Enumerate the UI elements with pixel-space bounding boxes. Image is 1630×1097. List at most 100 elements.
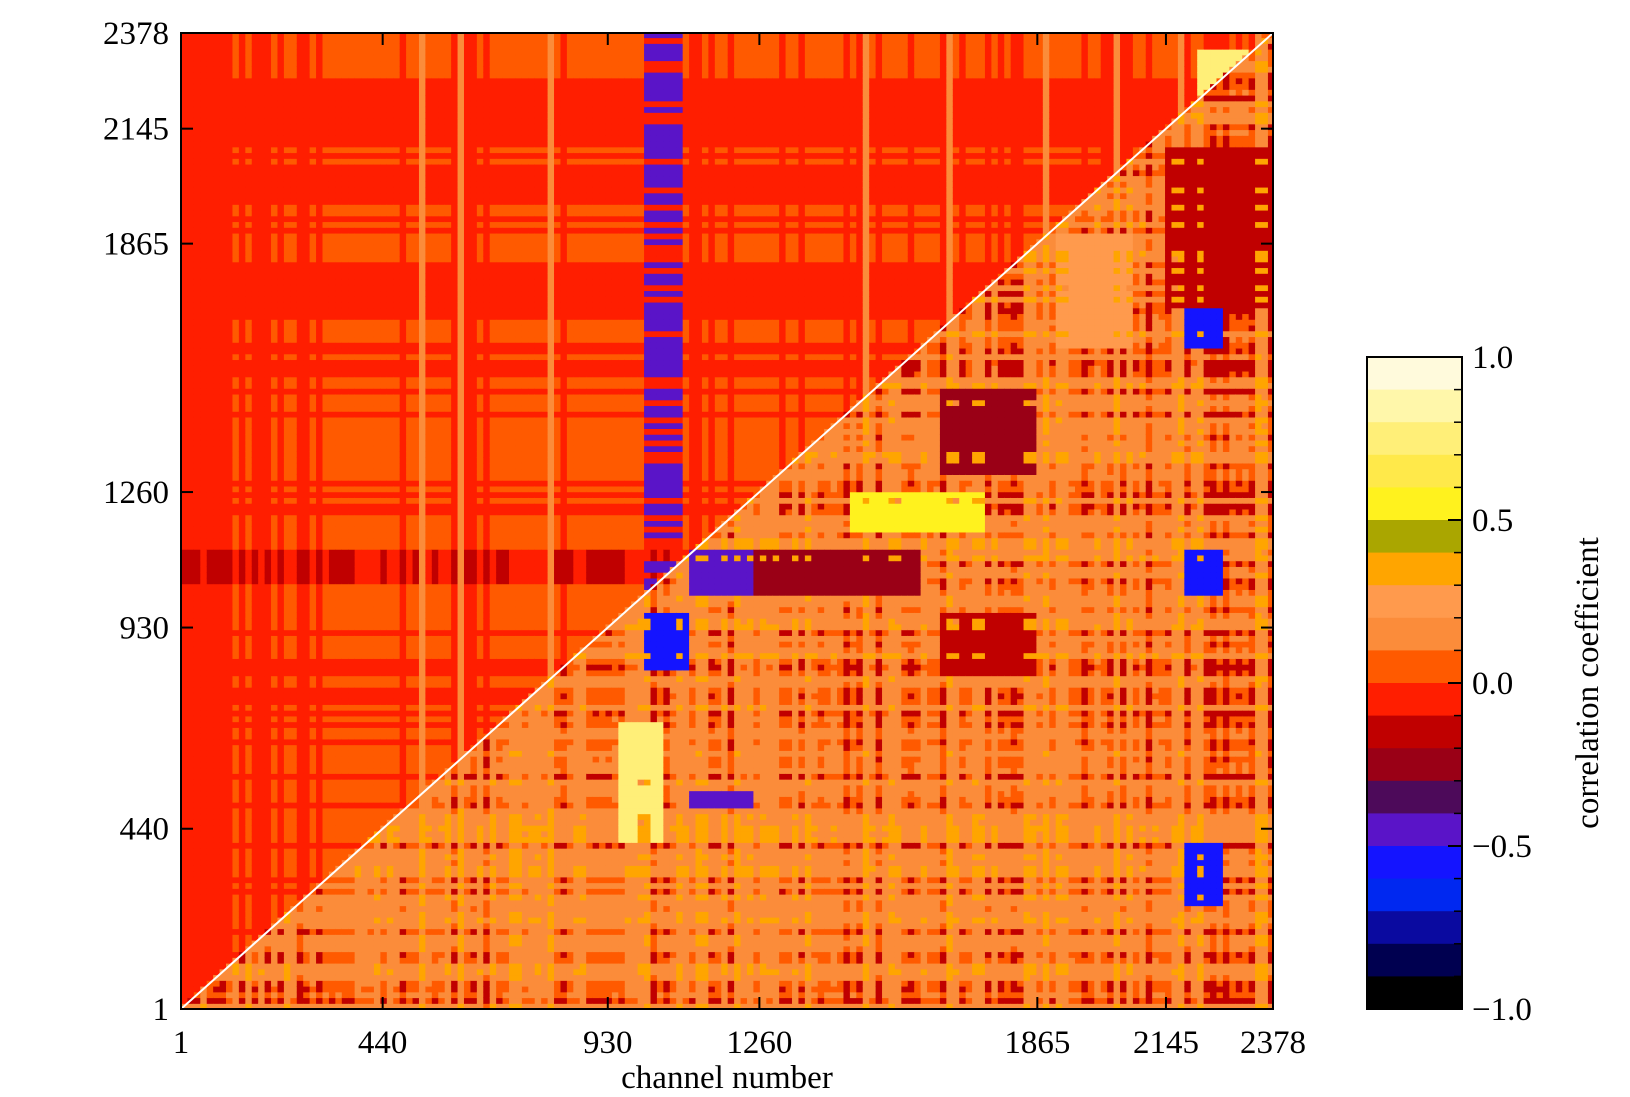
heatmap-cell (297, 509, 304, 515)
heatmap-cell (348, 986, 355, 992)
heatmap-cell (316, 84, 323, 90)
heatmap-cell (265, 917, 272, 923)
heatmap-cell (290, 952, 297, 958)
heatmap-cell (194, 423, 201, 429)
heatmap-cell (303, 428, 310, 434)
heatmap-cell (277, 141, 284, 147)
heatmap-cell (187, 647, 194, 653)
heatmap-cell (316, 267, 323, 273)
heatmap-cell (232, 998, 239, 1004)
heatmap-cell (213, 693, 220, 699)
heatmap-cell (258, 112, 265, 118)
heatmap-cell (271, 285, 278, 291)
heatmap-cell (271, 894, 278, 900)
heatmap-cell (316, 676, 323, 682)
heatmap-cell (252, 722, 259, 728)
heatmap-cell (194, 164, 201, 170)
heatmap-cell (297, 129, 304, 135)
heatmap-cell (239, 837, 246, 843)
heatmap-cell (187, 377, 194, 383)
heatmap-cell (239, 331, 246, 337)
heatmap-cell (213, 43, 220, 49)
heatmap-cell (258, 739, 265, 745)
heatmap-cell (252, 756, 259, 762)
heatmap-cell (213, 578, 220, 584)
heatmap-cell (265, 676, 272, 682)
heatmap-cell (232, 204, 239, 210)
heatmap-cell (252, 842, 259, 848)
heatmap-cell (207, 722, 214, 728)
heatmap-cell (271, 457, 278, 463)
heatmap-cell (290, 768, 297, 774)
heatmap-cell (258, 313, 265, 319)
heatmap-cell (329, 434, 336, 440)
heatmap-cell (220, 635, 227, 641)
heatmap-cell (284, 112, 291, 118)
heatmap-cell (329, 998, 336, 1004)
heatmap-cell (290, 61, 297, 67)
heatmap-cell (284, 193, 291, 199)
heatmap-cell (335, 440, 342, 446)
heatmap-cell (303, 43, 310, 49)
heatmap-cell (284, 434, 291, 440)
heatmap-cell (232, 38, 239, 44)
heatmap-cell (213, 865, 220, 871)
heatmap-cell (290, 78, 297, 84)
heatmap-cell (310, 147, 317, 153)
heatmap-cell (310, 348, 317, 354)
heatmap-cell (342, 89, 349, 95)
heatmap-cell (323, 354, 330, 360)
heatmap-cell (226, 998, 233, 1004)
heatmap-cell (200, 457, 207, 463)
heatmap-cell (226, 147, 233, 153)
heatmap-cell (277, 699, 284, 705)
heatmap-cell (310, 66, 317, 72)
heatmap-cell (323, 204, 330, 210)
heatmap-cell (220, 888, 227, 894)
heatmap-cell (226, 95, 233, 101)
heatmap-cell (271, 382, 278, 388)
heatmap-cell (239, 612, 246, 618)
heatmap-cell (329, 492, 336, 498)
heatmap-cell (213, 457, 220, 463)
heatmap-cell (348, 906, 355, 912)
heatmap-cell (245, 175, 252, 181)
heatmap-cell (271, 84, 278, 90)
heatmap-cell (271, 446, 278, 452)
heatmap-cell (290, 244, 297, 250)
heatmap-cell (342, 480, 349, 486)
heatmap-cell (181, 308, 188, 314)
heatmap-cell (194, 733, 201, 739)
heatmap-cell (181, 768, 188, 774)
heatmap-cell (303, 492, 310, 498)
heatmap-cell (213, 365, 220, 371)
heatmap-cell (348, 641, 355, 647)
heatmap-cell (303, 526, 310, 532)
heatmap-cell (277, 549, 284, 555)
heatmap-cell (207, 520, 214, 526)
heatmap-cell (226, 250, 233, 256)
heatmap-cell (290, 802, 297, 808)
heatmap-cell (310, 969, 317, 975)
heatmap-cell (265, 463, 272, 469)
heatmap-cell (258, 975, 265, 981)
heatmap-cell (200, 635, 207, 641)
heatmap-cell (245, 796, 252, 802)
heatmap-cell (213, 216, 220, 222)
heatmap-cell (303, 198, 310, 204)
heatmap-cell (194, 538, 201, 544)
heatmap-cell (258, 681, 265, 687)
heatmap-cell (277, 101, 284, 107)
heatmap-cell (277, 262, 284, 268)
heatmap-cell (213, 819, 220, 825)
heatmap-cell (277, 107, 284, 113)
heatmap-cell (277, 417, 284, 423)
heatmap-cell (297, 135, 304, 141)
heatmap-cell (181, 66, 188, 72)
heatmap-cell (316, 400, 323, 406)
heatmap-cell (207, 561, 214, 567)
heatmap-cell (342, 187, 349, 193)
heatmap-cell (316, 980, 323, 986)
heatmap-cell (220, 756, 227, 762)
